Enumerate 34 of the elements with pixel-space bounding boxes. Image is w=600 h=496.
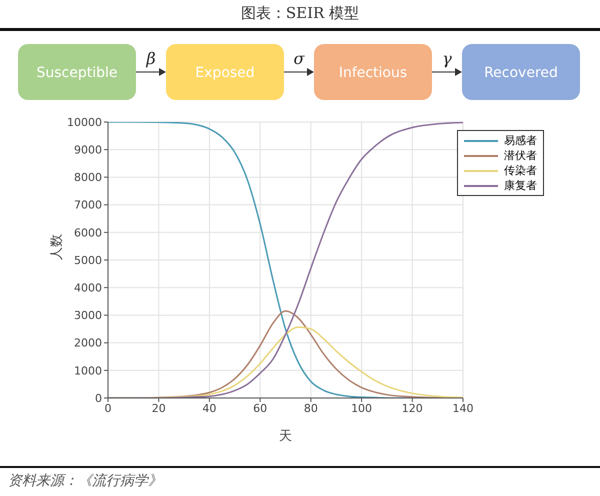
text: Susceptible xyxy=(36,65,118,81)
x-tick-label: 140 xyxy=(452,402,474,415)
text: 资料来源：《流行病学》 xyxy=(8,472,162,490)
x-tick-label: 120 xyxy=(402,402,423,415)
text: β xyxy=(145,49,156,68)
legend-label: 易感者 xyxy=(504,133,537,148)
x-tick-label: 80 xyxy=(304,402,318,415)
y-tick-label: 9000 xyxy=(74,144,102,157)
text: Infectious xyxy=(338,65,408,81)
y-tick-label: 10000 xyxy=(67,116,102,129)
y-tick-label: 8000 xyxy=(74,171,102,184)
y-tick-label: 3000 xyxy=(74,309,102,322)
legend-label: 潜伏者 xyxy=(504,148,537,163)
x-axis-title: 天 xyxy=(279,429,292,444)
x-tick-label: 40 xyxy=(202,402,216,415)
y-tick-label: 0 xyxy=(95,392,102,405)
text: Exposed xyxy=(195,65,255,81)
chart-title: 图表：SEIR 模型 xyxy=(240,4,360,23)
y-tick-label: 6000 xyxy=(74,226,102,240)
y-axis-title: 人数 xyxy=(50,234,65,260)
x-tick-label: 0 xyxy=(104,402,112,415)
text: γ xyxy=(442,49,452,68)
y-tick-label: 2000 xyxy=(74,336,102,350)
x-tick-label: 60 xyxy=(253,402,268,415)
y-tick-label: 5000 xyxy=(74,254,102,267)
x-tick-label: 20 xyxy=(152,402,166,415)
legend-label: 传染者 xyxy=(504,163,537,178)
x-tick-label: 100 xyxy=(351,402,372,415)
y-tick-label: 1000 xyxy=(74,364,102,378)
y-tick-label: 4000 xyxy=(74,282,102,295)
y-tick-label: 7000 xyxy=(74,198,102,212)
text: σ xyxy=(294,49,306,68)
text: Recovered xyxy=(484,65,558,81)
legend-label: 康复者 xyxy=(504,178,537,193)
